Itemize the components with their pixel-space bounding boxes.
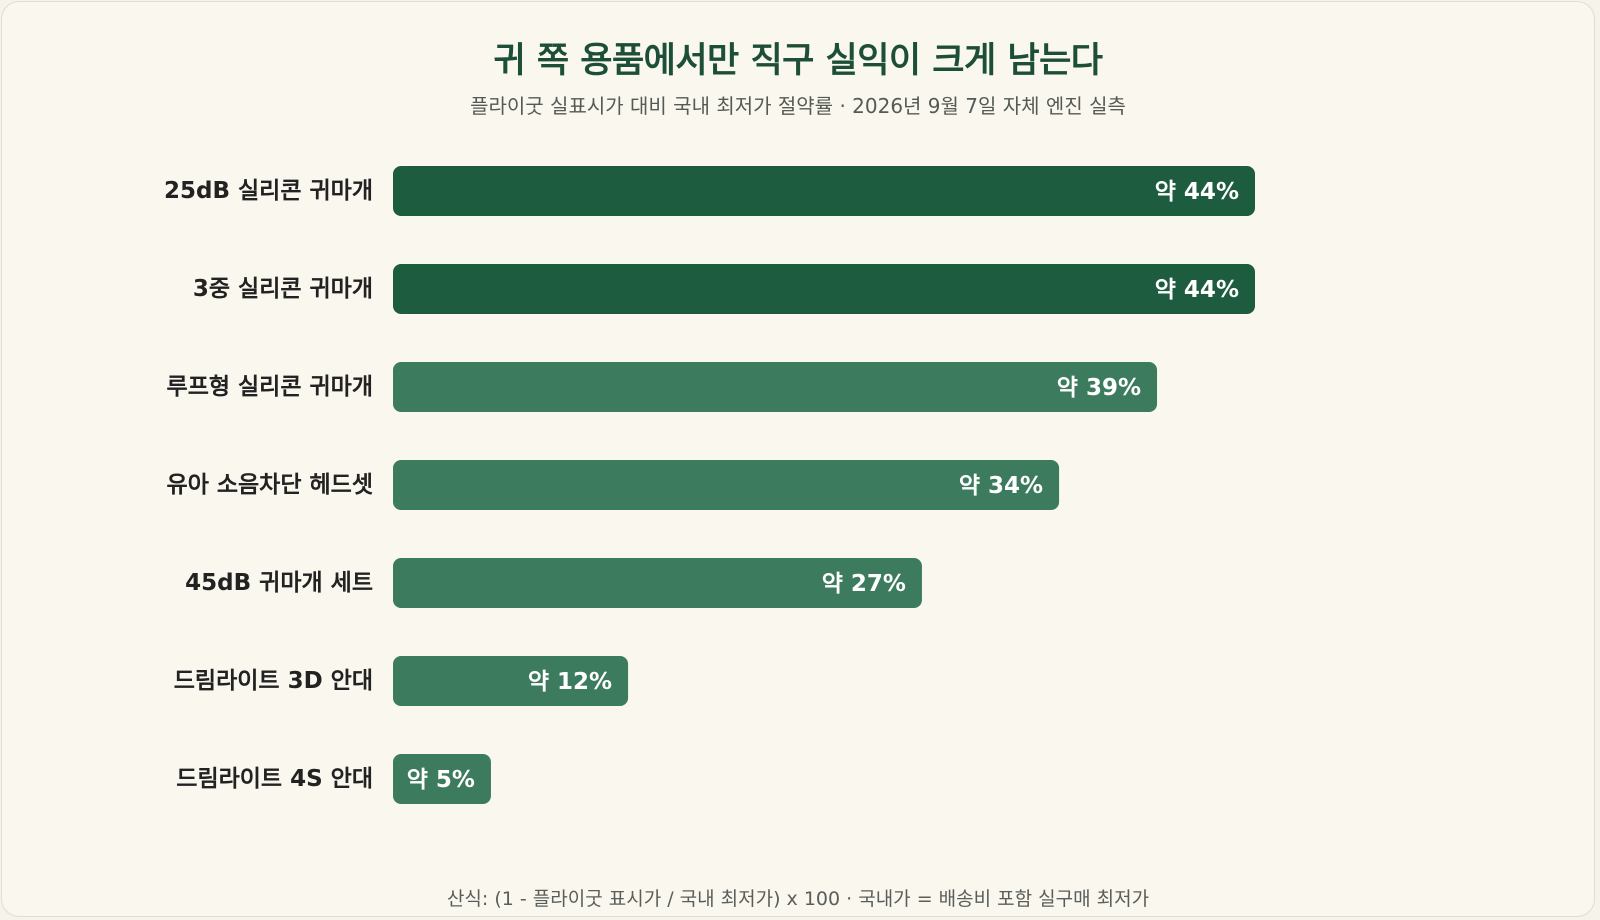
bar-6 <box>393 754 491 804</box>
category-label-1: 3중 실리콘 귀마개 <box>193 276 373 302</box>
bar-5 <box>393 656 629 706</box>
category-label-6: 드림라이트 4S 안대 <box>176 766 373 792</box>
bar-4 <box>393 558 922 608</box>
value-label-3: 약 34% <box>959 473 1043 499</box>
chart-footnote: 산식: (1 - 플라이굿 표시가 / 국내 최저가) x 100 · 국내가 … <box>446 888 1150 910</box>
value-label-1: 약 44% <box>1155 277 1239 303</box>
category-label-2: 루프형 실리콘 귀마개 <box>167 374 373 400</box>
bar-2 <box>393 362 1158 412</box>
bar-3 <box>393 460 1060 510</box>
category-label-5: 드림라이트 3D 안대 <box>174 668 373 694</box>
value-label-2: 약 39% <box>1057 375 1141 401</box>
category-label-4: 45dB 귀마개 세트 <box>185 570 373 596</box>
category-label-3: 유아 소음차단 헤드셋 <box>167 472 373 498</box>
chart-title: 귀 쪽 용품에서만 직구 실익이 크게 남는다 <box>493 41 1103 81</box>
value-label-4: 약 27% <box>822 571 906 597</box>
value-label-0: 약 44% <box>1155 179 1239 205</box>
category-label-0: 25dB 실리콘 귀마개 <box>164 178 373 204</box>
value-label-5: 약 12% <box>528 669 612 695</box>
bar-1 <box>393 264 1255 314</box>
bar-0 <box>393 166 1255 216</box>
value-label-6: 약 5% <box>407 767 475 793</box>
chart-subtitle: 플라이굿 실표시가 대비 국내 최저가 절약률 · 2026년 9월 7일 자체… <box>470 94 1126 118</box>
